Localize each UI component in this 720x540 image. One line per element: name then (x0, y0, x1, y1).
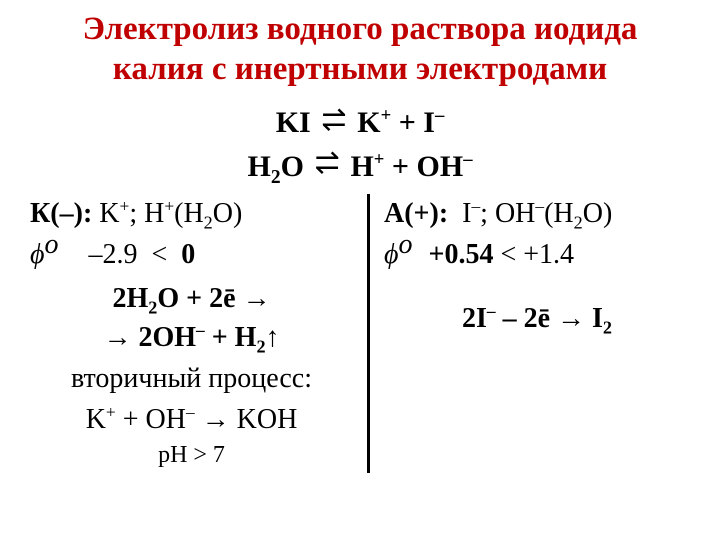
dissociation-equations: KI ⇀↽⇌ K+ + I– H2O ⇀↽⇌ H+ + OH– (18, 101, 702, 188)
phi-symbol: ϕo (30, 235, 59, 274)
cathode-ph: pH > 7 (30, 439, 353, 473)
cathode-phi-compare: –2.9 < 0 (89, 235, 196, 274)
eq1-lhs: KI (276, 106, 311, 139)
anode-potential: ϕo +0.54 < +1.4 (384, 235, 690, 274)
anode-ions: I–; OH–(H2O) (462, 198, 612, 229)
slide-title: Электролиз водного раствора иодида калия… (18, 10, 702, 89)
equilibrium-arrow-icon: ⇀↽⇌ (311, 145, 343, 189)
eq2-rhs: H+ + OH– (350, 150, 472, 183)
anode-reaction: 2I– – 2ē → I2 (384, 299, 690, 338)
anode-species: А(+): I–; OH–(H2O) (384, 194, 690, 233)
cathode-secondary-reaction: K+ + OH– → KOH (30, 400, 353, 439)
cathode-column: К(–): K+; H+(H2O) ϕo –2.9 < 0 2H2O + 2ē … (30, 194, 370, 473)
phi-symbol: ϕo (384, 235, 413, 274)
electrode-columns: К(–): K+; H+(H2O) ϕo –2.9 < 0 2H2O + 2ē … (18, 194, 702, 473)
title-line-1: Электролиз водного раствора иодида (83, 11, 638, 47)
cathode-reaction: 2H2O + 2ē → → 2OH– + H2↑ (30, 279, 353, 357)
cathode-potential: ϕo –2.9 < 0 (30, 235, 353, 274)
eq1-rhs: K+ + I– (357, 106, 444, 139)
eq2-lhs: H2O (248, 150, 304, 183)
cathode-secondary-label: вторичный процесс: (30, 359, 353, 398)
equation-ki: KI ⇀↽⇌ K+ + I– (18, 101, 702, 145)
anode-phi-compare: +0.54 < +1.4 (429, 235, 575, 274)
equation-h2o: H2O ⇀↽⇌ H+ + OH– (18, 145, 702, 189)
cathode-species: К(–): K+; H+(H2O) (30, 194, 353, 233)
cathode-ions: K+; H+(H2O) (99, 198, 242, 229)
anode-label: А(+): (384, 198, 448, 229)
cathode-label: К(–): (30, 198, 92, 229)
anode-column: А(+): I–; OH–(H2O) ϕo +0.54 < +1.4 2I– –… (370, 194, 690, 473)
title-line-2: калия с инертными электродами (113, 51, 607, 87)
